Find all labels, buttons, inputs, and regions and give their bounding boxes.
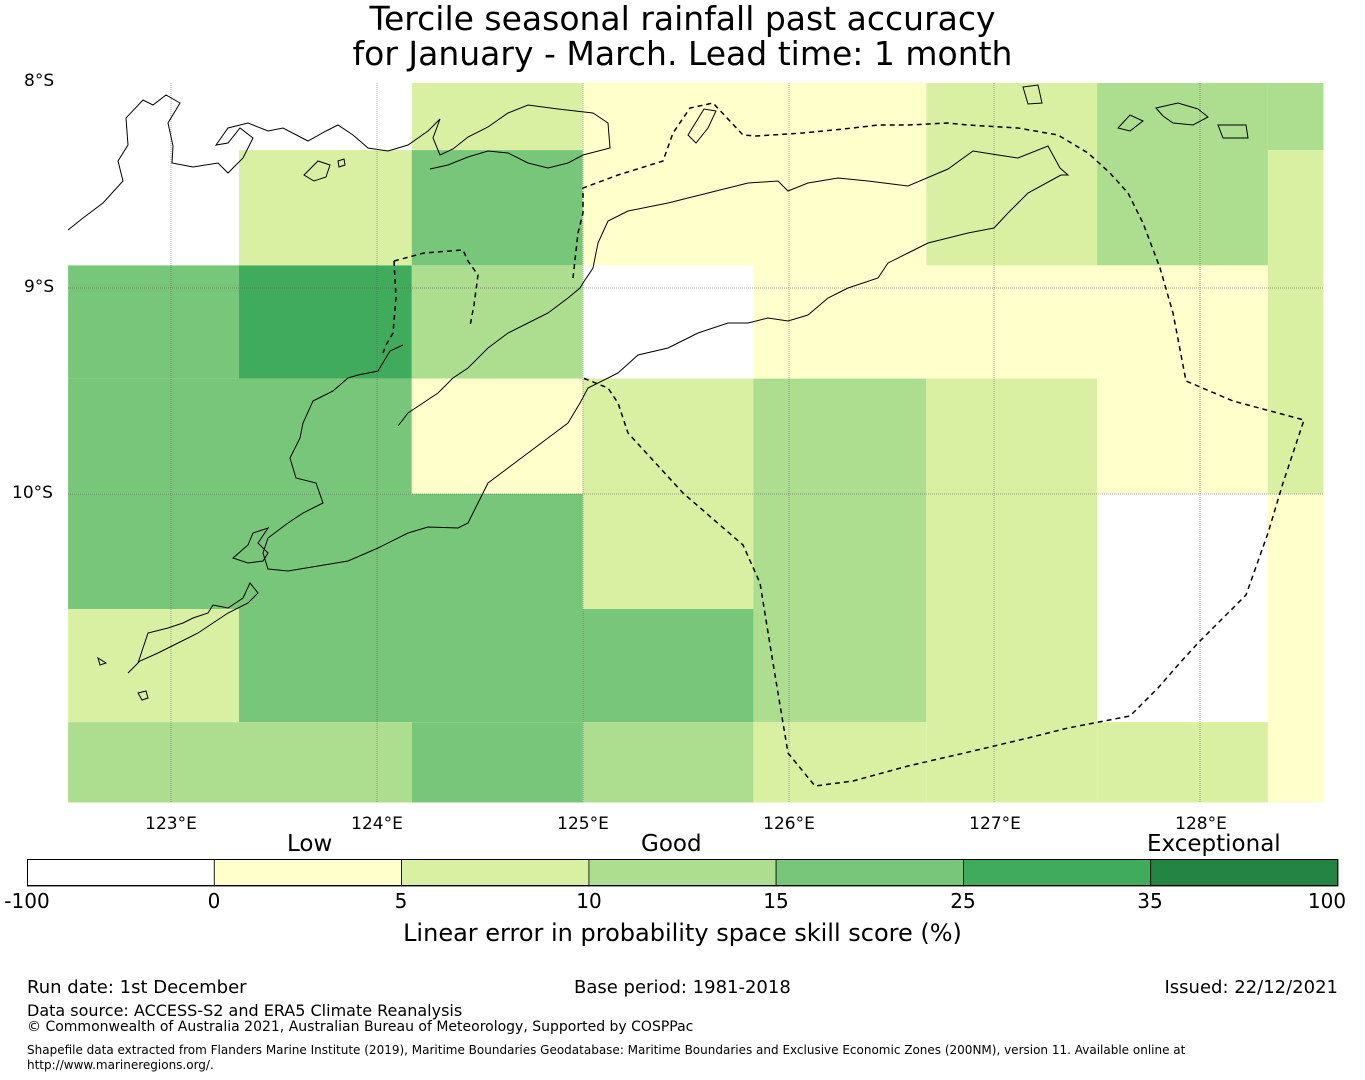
legend-category-good: Good [641,831,702,857]
footer-base-period: Base period: 1981-2018 [574,977,791,998]
grid-cell [582,83,927,266]
lon-label-124e: 124°E [351,814,403,834]
colorbar-tick-35: 35 [1137,889,1163,913]
footer-issued: Issued: 22/12/2021 [1164,977,1338,998]
lon-label-127e: 127°E [969,814,1021,834]
grid-cell [1097,378,1268,494]
coastline-atauro [687,108,717,144]
lon-label-123e: 123°E [145,814,197,834]
coastline-kisar [1217,124,1249,139]
maritime-boundary [382,102,1305,787]
grid-cell [411,83,583,151]
grid-cell [1097,493,1268,723]
grid-cell [582,722,754,803]
grid-cell [1267,150,1324,494]
coastline-timor-north [397,145,1070,427]
colorbar-bin [963,859,1152,887]
coastline-semau [232,527,270,564]
legend-category-exceptional: Exceptional [1147,831,1281,857]
map-title-line1: Tercile seasonal rainfall past accuracy [369,0,996,38]
grid-cell [1097,83,1268,266]
colorbar-bin [213,859,403,887]
legend-category-low: Low [287,831,333,857]
coastline-north-islands [68,94,611,231]
colorbar-tick-25: 25 [950,889,976,913]
lon-label-125e: 125°E [557,814,609,834]
footer-shapefile-line2: http://www.marineregions.org/. [27,1058,214,1072]
coastline-lakor [1155,102,1209,126]
coastline-alor [303,160,331,182]
footer-data-source: Data source: ACCESS-S2 and ERA5 Climate … [27,1001,463,1020]
grid-cell [926,83,1098,266]
coastline-rote-islet [97,656,108,666]
grid-cell [411,265,583,379]
grid-cell [926,378,1098,803]
grid-cell [68,722,412,803]
map-title-line2: for January - March. Lead time: 1 month [352,34,1013,73]
lat-label-10s: 10°S [12,483,53,503]
colorbar-bin [1150,859,1339,887]
colorbar-tick-15: 15 [763,889,789,913]
lat-label-8s: 8°S [24,71,55,91]
grid-cell [68,609,239,723]
skill-score-map [68,83,1324,803]
coastline-moa [1117,114,1144,132]
lon-label-126e: 126°E [763,814,815,834]
grid-cell [68,378,412,494]
lat-label-9s: 9°S [24,277,55,297]
grid-cell [68,493,583,609]
colorbar-bin [775,859,964,887]
coastline-rote [127,582,259,674]
eez-boundary [382,102,1305,787]
coastline-timor-south [262,174,1062,572]
footer-shapefile-line1: Shapefile data extracted from Flanders M… [27,1043,1186,1057]
coastline-leti [1022,84,1043,105]
coastline-small-islet [337,158,346,168]
grid-cell [753,378,927,723]
lon-label-128e: 128°E [1175,814,1227,834]
colorbar-tick-10: 10 [576,889,602,913]
colorbar [27,859,1339,887]
colorbar-tick-100: 100 [1307,889,1347,913]
colorbar-axis-title: Linear error in probability space skill … [403,919,962,947]
grid-cell [238,609,583,723]
coastline-ndao [137,690,149,701]
colorbar-bin [588,859,777,887]
grid-cell [238,150,412,266]
grid-cell [1267,83,1324,151]
colorbar-tick-5: 5 [394,889,408,913]
colorbar-tick--100: -100 [4,889,50,913]
grid-cell [411,150,583,266]
coastline [68,84,1249,701]
grid-cell [582,609,754,723]
footer-run-date: Run date: 1st December [27,977,247,998]
grid-cell [753,265,1268,379]
grid-cell [411,722,583,803]
grid-cell [68,265,239,379]
grid-cell [1267,493,1324,803]
colorbar-bin [27,859,215,887]
colorbar-frame [27,859,1338,886]
footer-copyright: © Commonwealth of Australia 2021, Austra… [27,1019,694,1035]
grid-cell [753,722,927,803]
grid-cell [238,265,412,379]
grid-cell [411,378,583,494]
grid-cell [1097,722,1268,803]
colorbar-bin [401,859,590,887]
grid-cell [582,265,754,379]
colorbar-tick-0: 0 [207,889,221,913]
